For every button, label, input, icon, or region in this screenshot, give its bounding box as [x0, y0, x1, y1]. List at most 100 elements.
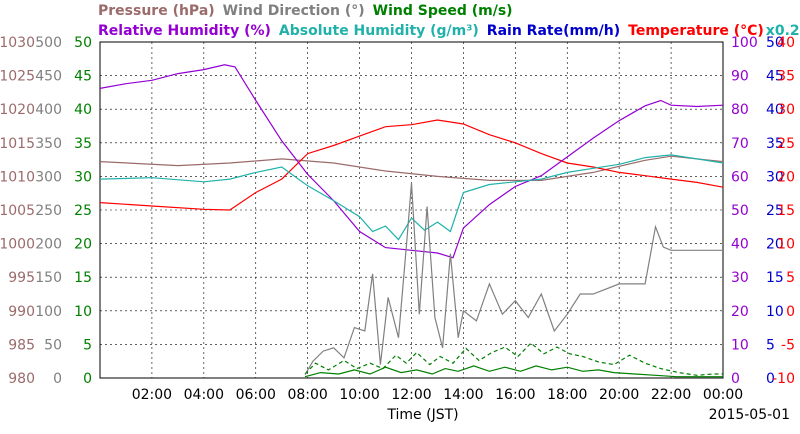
y-tick-label-wind-speed: 45 — [74, 69, 92, 85]
y-tick-label-temperature: -5 — [781, 337, 795, 353]
y-tick-label-rain-rate: 45 — [766, 69, 784, 85]
y-tick-label-wind-direction: 350 — [35, 136, 62, 152]
y-tick-label-wind-speed: 15 — [74, 270, 92, 286]
x-tick-label: 14:00 — [443, 387, 483, 403]
y-tick-label-temperature: 0 — [786, 304, 795, 320]
y-tick-label-pressure: 980 — [8, 371, 35, 387]
legend-item-absolute-humidity: Absolute Humidity (g/m³) — [279, 23, 479, 39]
series-line-pressure — [99, 155, 724, 181]
x-tick-label: 08:00 — [287, 387, 327, 403]
y-tick-label-pressure: 1005 — [0, 203, 35, 219]
y-tick-label-rain-rate: 35 — [766, 136, 784, 152]
x-axis-label: Time (JST) — [386, 407, 458, 423]
y-tick-label-wind-speed: 10 — [74, 304, 92, 320]
y-tick-label-wind-direction: 450 — [35, 69, 62, 85]
y-tick-label-relative-humidity: 80 — [731, 102, 749, 118]
y-tick-label-rain-rate: 30 — [766, 169, 784, 185]
y-tick-label-relative-humidity: 0 — [731, 371, 740, 387]
y-tick-label-rain-rate: 0 — [766, 371, 775, 387]
y-tick-label-wind-speed: 50 — [74, 35, 92, 51]
y-tick-label-pressure: 990 — [8, 304, 35, 320]
y-tick-label-wind-speed: 25 — [74, 203, 92, 219]
y-tick-label-wind-direction: 500 — [35, 35, 62, 51]
y-tick-label-pressure: 995 — [8, 270, 35, 286]
series-lines — [99, 64, 724, 378]
y-tick-label-relative-humidity: 20 — [731, 304, 749, 320]
x-tick-label: 06:00 — [236, 387, 276, 403]
legend-item-pressure: Pressure (hPa) — [98, 3, 215, 19]
x-tick-label: 00:00 — [703, 387, 743, 403]
x-tick-label: 04:00 — [184, 387, 224, 403]
y-tick-label-pressure: 1020 — [0, 102, 35, 118]
y-tick-label-wind-speed: 30 — [74, 169, 92, 185]
y-tick-label-pressure: 1000 — [0, 237, 35, 253]
date-label: 2015-05-01 — [709, 407, 790, 423]
y-tick-label-temperature: 10 — [777, 237, 795, 253]
legend-item-wind-direction: Wind Direction (°) — [223, 3, 365, 19]
y-tick-label-relative-humidity: 70 — [731, 136, 749, 152]
y-tick-label-wind-speed: 35 — [74, 136, 92, 152]
y-tick-label-temperature: 5 — [786, 270, 795, 286]
y-tick-label-rain-rate: 10 — [766, 304, 784, 320]
legend-item-temperature: Temperature (°C) — [628, 23, 764, 39]
x-axis: 02:00 04:00 06:00 08:00 10:00 12:00 14:00 16:00… — [132, 387, 743, 403]
y-tick-label-pressure: 1015 — [0, 136, 35, 152]
legend-item-wind-speed: Wind Speed (m/s) — [373, 3, 513, 19]
x-tick-label: 22:00 — [651, 387, 691, 403]
y-tick-label-wind-direction: 300 — [35, 169, 62, 185]
y-tick-label-wind-speed: 5 — [83, 337, 92, 353]
y-tick-label-relative-humidity: 90 — [731, 69, 749, 85]
y-tick-label-relative-humidity: 100 — [731, 35, 758, 51]
y-tick-label-relative-humidity: 10 — [731, 337, 749, 353]
y-tick-label-rain-rate: 5 — [766, 337, 775, 353]
y-tick-label-wind-speed: 40 — [74, 102, 92, 118]
x-tick-label: 16:00 — [495, 387, 535, 403]
y-tick-label-pressure: 1010 — [0, 169, 35, 185]
y-tick-label-wind-direction: 200 — [35, 237, 62, 253]
y-tick-label-pressure: 1030 — [0, 35, 35, 51]
x-tick-label: 12:00 — [391, 387, 431, 403]
y-tick-label-rain-rate: 15 — [766, 270, 784, 286]
y-tick-label-temperature: 35 — [777, 69, 795, 85]
y-tick-label-temperature: 15 — [777, 203, 795, 219]
y-axes: 9809859909951000100510101015102010251030… — [0, 35, 795, 387]
y-tick-label-relative-humidity: 50 — [731, 203, 749, 219]
y-tick-label-wind-speed: 20 — [74, 237, 92, 253]
y-tick-label-temperature: 20 — [777, 169, 795, 185]
y-tick-label-pressure: 985 — [8, 337, 35, 353]
y-tick-label-relative-humidity: 40 — [731, 237, 749, 253]
x-tick-label: 10:00 — [339, 387, 379, 403]
x-tick-label: 18:00 — [547, 387, 587, 403]
y-tick-label-rain-rate: 50 — [766, 35, 784, 51]
series-line-wind-speed — [304, 365, 723, 378]
x-tick-label: 02:00 — [132, 387, 172, 403]
series-line-relative-humidity — [99, 64, 724, 259]
x-tick-label: 20:00 — [599, 387, 639, 403]
y-tick-label-wind-direction: 150 — [35, 270, 62, 286]
y-tick-label-temperature: 30 — [777, 102, 795, 118]
y-tick-label-rain-rate: 20 — [766, 237, 784, 253]
y-tick-label-wind-direction: 0 — [53, 371, 62, 387]
series-line-wind-speed — [304, 342, 723, 376]
y-tick-label-temperature: -10 — [772, 371, 795, 387]
plot-area — [99, 41, 724, 379]
series-line-wind-direction — [304, 183, 723, 375]
y-tick-label-wind-direction: 100 — [35, 304, 62, 320]
legend-item-relative-humidity: Relative Humidity (%) — [98, 23, 271, 39]
y-tick-label-rain-rate: 25 — [766, 203, 784, 219]
y-tick-label-wind-direction: 400 — [35, 102, 62, 118]
y-tick-label-pressure: 1025 — [0, 69, 35, 85]
legend-item-rain-rate: Rain Rate(mm/h) — [487, 23, 620, 39]
y-tick-label-wind-direction: 250 — [35, 203, 62, 219]
series-line-temperature — [99, 119, 724, 211]
y-tick-label-relative-humidity: 30 — [731, 270, 749, 286]
series-line-absolute-humidity — [99, 154, 724, 241]
legend-scale-note: x0.2 — [766, 23, 800, 39]
y-tick-label-temperature: 25 — [777, 136, 795, 152]
grid-lines — [100, 42, 723, 378]
y-tick-label-rain-rate: 40 — [766, 102, 784, 118]
y-tick-label-temperature: 40 — [777, 35, 795, 51]
y-tick-label-wind-speed: 0 — [83, 371, 92, 387]
chart-legend: Pressure (hPa) Wind Direction (°) Wind Spe… — [98, 3, 800, 39]
